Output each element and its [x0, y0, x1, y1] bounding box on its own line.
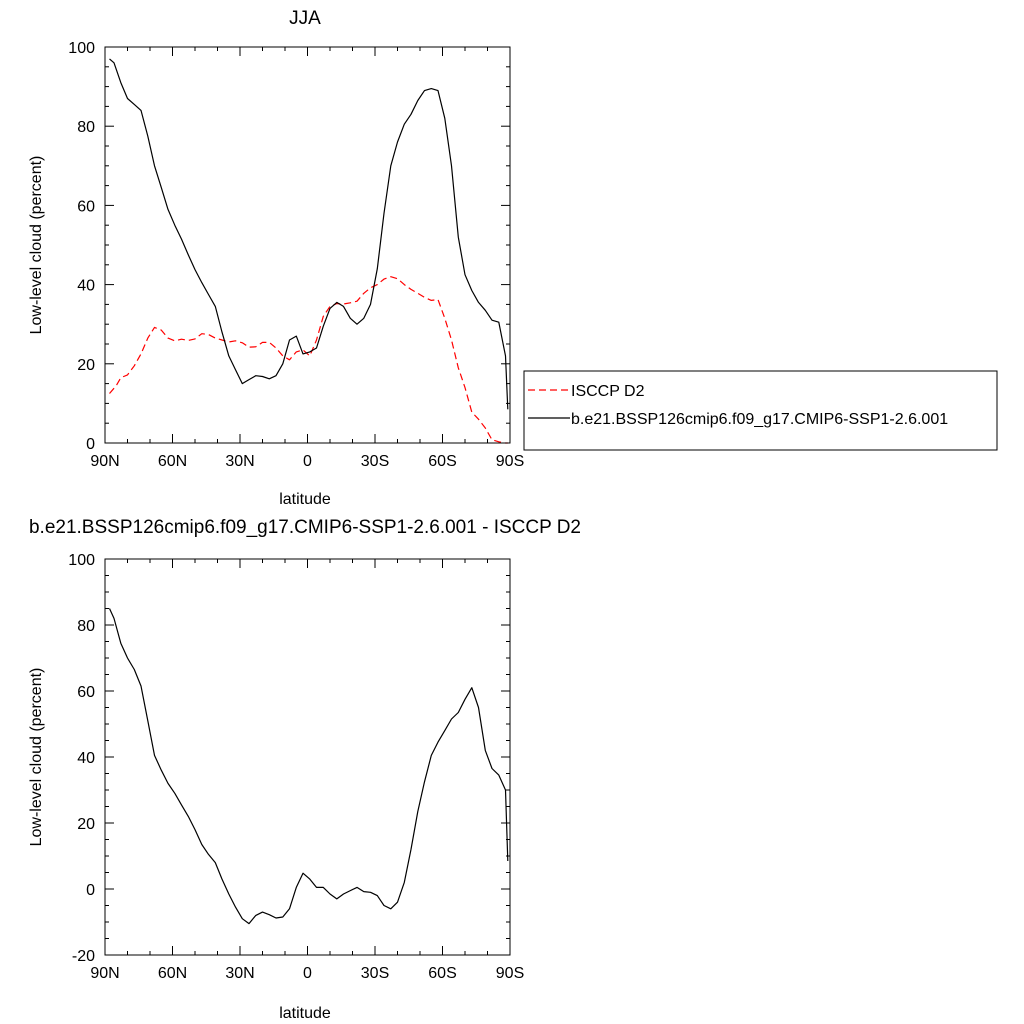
legend-label-isccp: ISCCP D2 — [571, 383, 645, 400]
top-x-tick-label: 60N — [158, 453, 187, 470]
top-x-tick-label: 90N — [90, 453, 119, 470]
top-chart-title: JJA — [289, 8, 321, 29]
top-x-tick-label: 30N — [225, 453, 254, 470]
bottom-series-layer — [108, 608, 509, 925]
legend-label-model: b.e21.BSSP126cmip6.f09_g17.CMIP6-SSP1-2.… — [571, 411, 948, 428]
bottom-x-tick-label: 90N — [90, 965, 119, 982]
bottom-chart-title: b.e21.BSSP126cmip6.f09_g17.CMIP6-SSP1-2.… — [29, 517, 581, 538]
legend-box — [523, 370, 998, 451]
top-x-tick-label: 30S — [361, 453, 389, 470]
bottom-x-axis-label: latitude — [279, 1005, 331, 1022]
bottom-y-tick-label: 40 — [77, 750, 95, 767]
bottom-x-tick-label: 60N — [158, 965, 187, 982]
top-y-tick-label: 100 — [68, 40, 95, 57]
bottom-y-tick-label: 20 — [77, 816, 95, 833]
bottom-y-axis-label: Low-level cloud (percent) — [28, 668, 45, 847]
bottom-x-tick-label: 30S — [361, 965, 389, 982]
top-x-tick-label: 90S — [496, 453, 524, 470]
top-y-tick-label: 80 — [77, 119, 95, 136]
top-y-axis-label: Low-level cloud (percent) — [28, 156, 45, 335]
top-x-tick-label: 0 — [303, 453, 312, 470]
top-plot-frame — [104, 46, 511, 444]
top-x-axis-label: latitude — [279, 491, 331, 508]
top-y-tick-label: 40 — [77, 278, 95, 295]
bottom-panel: b.e21.BSSP126cmip6.f09_g17.CMIP6-SSP1-2.… — [28, 517, 581, 1022]
bottom-y-tick-label: 100 — [68, 552, 95, 569]
bottom-plot-frame — [104, 558, 511, 956]
legend: ISCCP D2 b.e21.BSSP126cmip6.f09_g17.CMIP… — [523, 370, 998, 451]
bottom-y-tick-label: 80 — [77, 618, 95, 635]
bottom-y-tick-label: 60 — [77, 684, 95, 701]
bottom-series-line-0 — [108, 608, 509, 925]
top-axes-layer: 90N 60N 30N 0 30S 60S 90S 0 20 40 60 80 100 — [68, 40, 524, 470]
bottom-x-tick-label: 0 — [303, 965, 312, 982]
top-x-tick-label: 60S — [428, 453, 456, 470]
top-y-tick-label: 60 — [77, 198, 95, 215]
top-y-tick-label: 0 — [86, 436, 95, 453]
bottom-x-tick-label: 90S — [496, 965, 524, 982]
bottom-y-tick-label: 0 — [86, 882, 95, 899]
top-series-layer — [109, 58, 509, 444]
top-panel: JJA 90N 60N 30N 0 30S 60S 90S 0 20 40 60 80 100 Low-… — [28, 8, 524, 508]
bottom-y-tick-label: -20 — [72, 948, 95, 965]
top-series-line-1 — [109, 58, 509, 410]
top-series-line-0 — [109, 276, 508, 444]
bottom-x-tick-label: 60S — [428, 965, 456, 982]
top-y-tick-label: 20 — [77, 357, 95, 374]
bottom-x-tick-label: 30N — [225, 965, 254, 982]
bottom-axes-layer: 90N 60N 30N 0 30S 60S 90S -20 0 20 40 60 80 100 — [68, 552, 524, 982]
